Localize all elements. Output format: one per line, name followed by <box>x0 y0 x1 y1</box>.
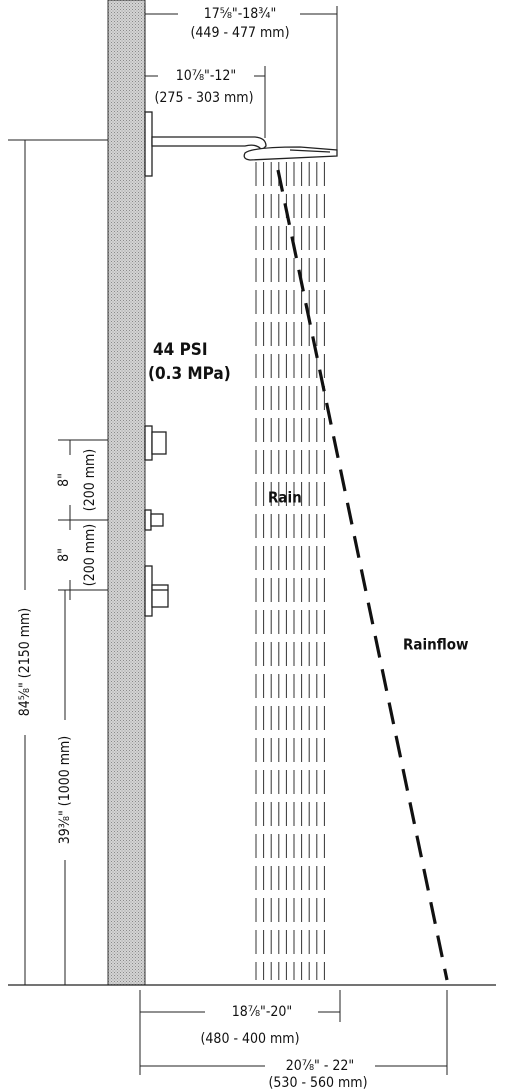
pressure-label: 44 PSI <box>153 340 208 360</box>
pressure-label: (0.3 MPa) <box>148 364 231 384</box>
shower-head <box>144 111 338 177</box>
dimension-label: (530 - 560 mm) <box>269 1075 368 1090</box>
dimension-label: 17⅝"-18¾" <box>204 6 277 22</box>
valves <box>144 425 169 617</box>
rain-label: Rain <box>268 489 302 507</box>
dimension-label: 20⅞" - 22" <box>286 1058 354 1074</box>
dimension-label: 84⅝" (2150 mm) <box>17 608 33 716</box>
dimension-label: (275 - 303 mm) <box>155 90 254 106</box>
dimension-label: 18⅞"-20" <box>232 1004 292 1020</box>
rainflow-line <box>276 169 449 981</box>
dimension-label: (200 mm) <box>82 449 98 511</box>
wall-panel <box>107 0 146 986</box>
rainflow-label: Rainflow <box>403 636 468 654</box>
dimension-label: 8" <box>56 473 72 487</box>
dimension-label: (449 - 477 mm) <box>191 25 290 41</box>
dimension-label: 10⅞"-12" <box>176 68 236 84</box>
dimension-label: 39⅜" (1000 mm) <box>57 736 73 844</box>
dimension-lines <box>8 4 448 1075</box>
rain-lines <box>255 162 325 980</box>
dimension-label: (200 mm) <box>82 524 98 586</box>
dimension-label: (480 - 400 mm) <box>201 1031 300 1047</box>
dimension-label: 8" <box>56 548 72 562</box>
